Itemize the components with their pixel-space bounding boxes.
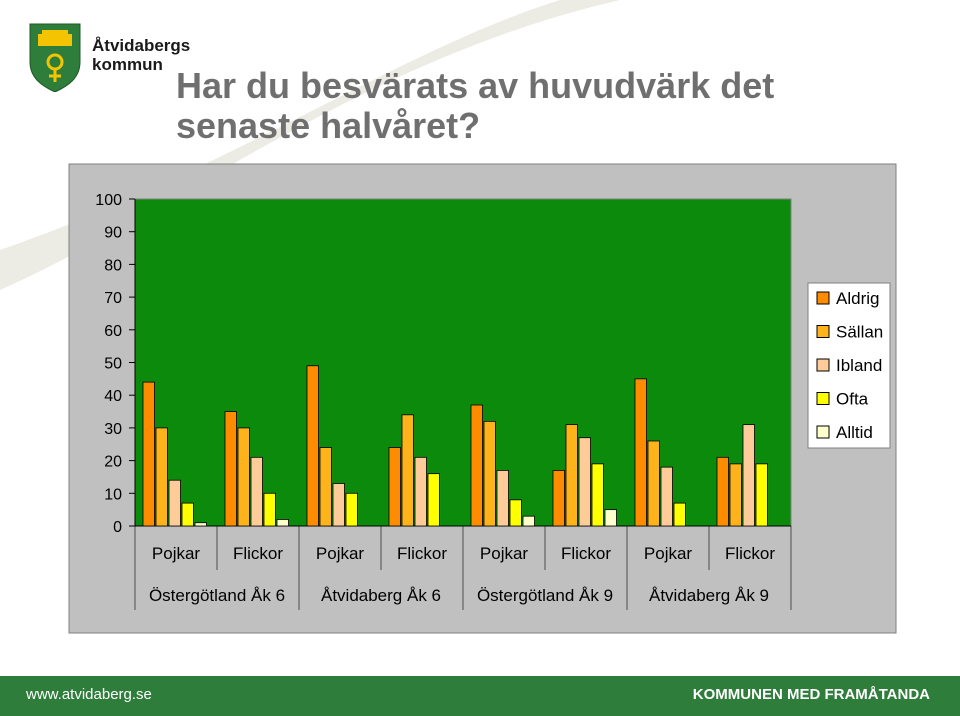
x-group-label: Åtvidaberg Åk 9: [649, 586, 769, 605]
coat-of-arms-icon: [29, 23, 81, 93]
x-category-label: Pojkar: [152, 544, 201, 563]
bar-aldrig: [716, 456, 729, 527]
kommun-name: Åtvidabergs kommun: [92, 36, 190, 74]
chart: 0 10 20 30 40 50 60 70 80 90 100 Pojkar Flickor Pojka…: [68, 163, 897, 634]
kommun-name-line1: Åtvidabergs: [92, 36, 191, 55]
y-tick-label: 0: [113, 519, 122, 536]
bar-sällan: [565, 424, 578, 527]
footer-slogan: KOMMUNEN MED FRAMÅTANDA: [692, 686, 930, 703]
bar-alltid: [276, 519, 289, 527]
x-category-label: Flickor: [725, 544, 775, 563]
legend-swatch-alltid: [816, 425, 830, 439]
bar-ibland: [168, 479, 181, 527]
footer-bar: www.atvidaberg.se KOMMUNEN MED FRAMÅTAND…: [0, 676, 960, 716]
legend-swatch-sällan: [816, 325, 830, 338]
bar-sällan: [319, 447, 332, 527]
legend-label-ibland: Ibland: [836, 356, 882, 375]
slide-title: Har du besvärats av huvudvärk det senast…: [176, 65, 775, 146]
y-tick-label: 80: [104, 257, 122, 274]
y-tick-label: 10: [104, 486, 122, 503]
bar-aldrig: [306, 365, 319, 527]
bar-ibland: [742, 424, 755, 527]
bar-ofta: [181, 502, 194, 527]
bar-aldrig: [388, 447, 401, 527]
x-group-label: Åtvidaberg Åk 6: [321, 586, 441, 605]
x-category-label: Flickor: [561, 544, 611, 563]
bar-ofta: [509, 499, 522, 527]
legend-label-aldrig: Aldrig: [836, 289, 879, 308]
y-tick-label: 50: [104, 356, 122, 373]
x-group-label: Östergötland Åk 6: [149, 586, 285, 605]
footer-url[interactable]: www.atvidaberg.se: [26, 686, 152, 703]
y-tick-label: 90: [104, 225, 122, 242]
x-group-label: Östergötland Åk 9: [477, 586, 613, 605]
bar-sällan: [237, 427, 250, 527]
bar-aldrig: [634, 378, 647, 527]
bar-sällan: [647, 440, 660, 527]
bar-ofta: [591, 463, 604, 527]
bar-ibland: [414, 456, 427, 527]
bar-ofta: [673, 502, 686, 527]
bar-ibland: [660, 466, 673, 527]
y-tick-label: 30: [104, 421, 122, 438]
bar-alltid: [604, 509, 617, 527]
legend-swatch-aldrig: [816, 291, 830, 305]
y-tick-label: 60: [104, 323, 122, 340]
bar-ibland: [250, 456, 263, 527]
legend-swatch-ibland: [816, 358, 830, 372]
x-category-label: Pojkar: [644, 544, 693, 563]
bar-sällan: [729, 463, 742, 527]
bar-sällan: [401, 414, 414, 527]
bar-ofta: [755, 463, 768, 527]
legend-label-alltid: Alltid: [836, 423, 873, 442]
x-category-label: Flickor: [233, 544, 283, 563]
bar-aldrig: [470, 404, 483, 527]
kommun-logo: Åtvidabergs kommun: [28, 22, 198, 94]
bar-ofta: [427, 473, 440, 527]
bar-ibland: [496, 470, 509, 527]
legend-label-sällan: Sällan: [836, 323, 883, 342]
y-tick-label: 100: [95, 192, 122, 209]
bar-aldrig: [552, 470, 565, 527]
bar-aldrig: [142, 381, 155, 527]
x-category-label: Pojkar: [316, 544, 365, 563]
x-category-label: Flickor: [397, 544, 447, 563]
bar-ibland: [332, 483, 345, 527]
legend-swatch-ofta: [816, 392, 830, 405]
bar-alltid: [522, 515, 535, 527]
bar-sällan: [483, 420, 496, 527]
y-tick-label: 70: [104, 290, 122, 307]
bar-sällan: [155, 427, 168, 527]
bar-ofta: [345, 492, 358, 527]
y-tick-label: 40: [104, 388, 122, 405]
legend-label-ofta: Ofta: [836, 390, 869, 409]
y-tick-label: 20: [104, 454, 122, 471]
bar-aldrig: [224, 411, 237, 527]
bar-ofta: [263, 492, 276, 527]
bar-ibland: [578, 437, 591, 527]
bar-alltid: [194, 522, 207, 527]
kommun-name-line2: kommun: [92, 55, 163, 74]
x-category-label: Pojkar: [480, 544, 529, 563]
